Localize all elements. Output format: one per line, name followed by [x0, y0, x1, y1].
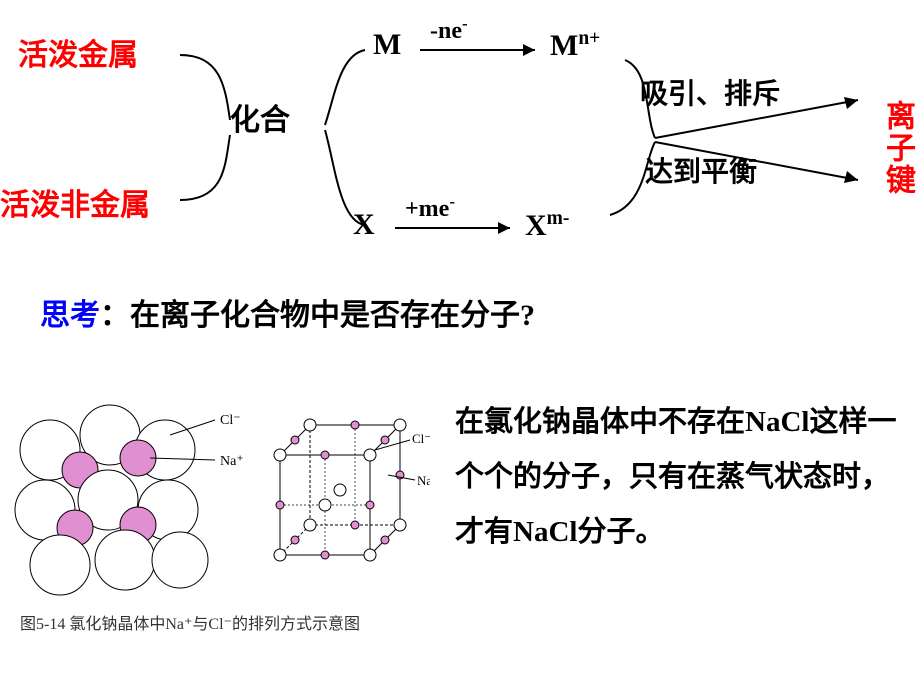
- attract-repel-label: 吸引、排斥: [640, 72, 780, 112]
- question-line: 思考：在离子化合物中是否存在分子?: [40, 290, 535, 334]
- m-text: M: [373, 28, 401, 61]
- combine-label: 化合: [230, 95, 290, 139]
- space-filling-model: Cl⁻ Na⁺: [15, 405, 244, 595]
- x-arrow-text: +me: [405, 196, 449, 222]
- svg-text:Cl⁻: Cl⁻: [412, 431, 430, 446]
- m-label: M: [373, 28, 401, 62]
- svg-text:Na⁺: Na⁺: [220, 454, 244, 469]
- svg-text:Na⁺: Na⁺: [417, 473, 430, 488]
- crystal-structure-figure: Cl⁻ Na⁺: [10, 380, 430, 640]
- crystal-caption: 图5-14 氯化钠晶体中Na⁺与Cl⁻的排列方式示意图: [20, 610, 360, 634]
- active-nonmetal-label: 活泼非金属: [0, 180, 150, 224]
- m-cation-sup: n+: [578, 28, 600, 49]
- x-arrow-sup: -: [449, 192, 455, 211]
- x-arrow-label: +me-: [405, 192, 455, 223]
- lattice-cube: Cl⁻ Na⁺: [274, 419, 430, 561]
- active-metal-label: 活泼金属: [18, 30, 138, 74]
- balance-label: 达到平衡: [645, 150, 757, 190]
- x-text: X: [353, 208, 375, 241]
- question-body: 在离子化合物中是否存在分子?: [130, 299, 535, 332]
- question-colon: ：: [100, 299, 130, 332]
- svg-text:Cl⁻: Cl⁻: [220, 413, 241, 428]
- m-cation-label: Mn+: [550, 28, 600, 63]
- x-anion-label: Xm-: [525, 208, 569, 243]
- x-anion-text: X: [525, 209, 547, 242]
- x-label: X: [353, 208, 375, 242]
- m-arrow-label: -ne-: [430, 14, 468, 45]
- m-cation-text: M: [550, 29, 578, 62]
- x-anion-sup: m-: [547, 208, 570, 229]
- answer-paragraph: 在氯化钠晶体中不存在NaCl这样一个个的分子，只有在蒸气状态时，才有NaCl分子…: [455, 395, 915, 560]
- m-arrow-text: -ne: [430, 18, 462, 44]
- m-arrow-sup: -: [462, 14, 468, 33]
- question-prefix: 思考: [40, 299, 100, 332]
- ionic-bond-label: 离子键: [875, 100, 919, 196]
